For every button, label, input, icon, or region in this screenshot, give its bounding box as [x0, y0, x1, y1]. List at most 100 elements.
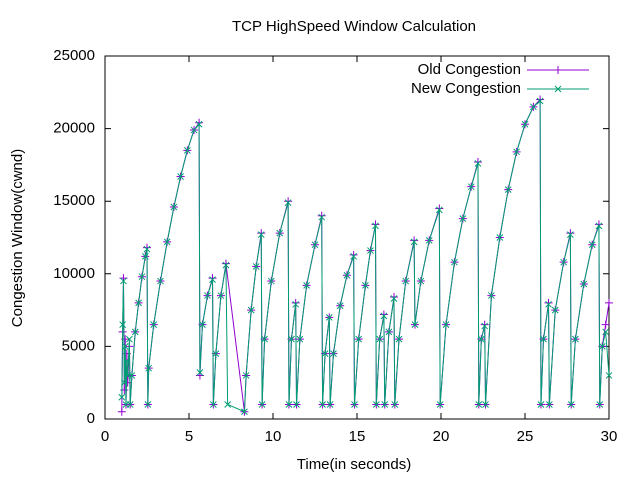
data-point [546, 401, 553, 408]
data-point [402, 277, 410, 285]
x-tick-label: 0 [101, 428, 109, 445]
data-point [199, 321, 206, 328]
data-point [425, 237, 433, 244]
x-axis-label: Time(in seconds) [297, 456, 411, 473]
data-point [545, 300, 552, 308]
data-point [252, 263, 260, 270]
data-point [325, 314, 333, 321]
data-point [513, 148, 520, 156]
data-point [551, 306, 559, 314]
data-point [474, 160, 482, 167]
data-point [530, 103, 537, 111]
y-tick-label: 10000 [53, 265, 95, 282]
data-point [170, 203, 178, 211]
data-point [144, 401, 152, 408]
data-point [303, 282, 310, 289]
data-point [119, 321, 126, 328]
data-point [326, 401, 334, 408]
data-point [395, 335, 403, 343]
data-point [435, 206, 443, 214]
y-tick-label: 5000 [62, 337, 95, 354]
data-point [477, 335, 485, 343]
x-tick-label: 10 [265, 428, 282, 445]
data-point [210, 401, 217, 408]
data-point [131, 328, 139, 336]
data-point [212, 350, 220, 358]
data-point [258, 401, 266, 408]
data-point [459, 215, 467, 222]
data-point [351, 401, 358, 408]
data-point [292, 300, 300, 308]
data-point [390, 295, 398, 302]
data-point [496, 234, 504, 241]
data-point [209, 276, 216, 283]
data-point [296, 335, 304, 343]
data-point [537, 401, 545, 408]
data-point [504, 186, 512, 193]
x-tick-label: 25 [517, 428, 534, 445]
data-point [143, 245, 151, 253]
data-point [481, 322, 489, 330]
y-tick-label: 15000 [53, 192, 95, 209]
y-tick-label: 0 [87, 410, 95, 427]
y-tick-label: 20000 [53, 120, 95, 137]
data-point [381, 401, 389, 408]
data-point [285, 401, 293, 408]
data-point [540, 335, 547, 343]
data-point [362, 282, 369, 289]
data-point [411, 321, 419, 328]
data-point [257, 231, 265, 238]
data-point [126, 335, 133, 343]
data-point [602, 328, 609, 336]
data-point [135, 299, 142, 307]
data-point [355, 335, 363, 343]
data-point [488, 292, 495, 299]
data-point [482, 401, 489, 408]
data-point [121, 343, 129, 350]
data-point [217, 292, 225, 299]
y-tick-label: 25000 [53, 47, 95, 64]
data-point [190, 126, 198, 134]
data-point [128, 372, 136, 379]
x-tick-label: 5 [185, 428, 193, 445]
data-point [318, 213, 326, 221]
x-tick-label: 20 [433, 428, 450, 445]
data-point [321, 350, 329, 358]
chart-title: TCP HighSpeed Window Calculation [232, 18, 476, 35]
data-point [247, 306, 255, 314]
data-point [536, 97, 544, 105]
data-point [343, 271, 351, 279]
data-point [436, 401, 444, 408]
x-tick-label: 30 [601, 428, 618, 445]
data-point [521, 120, 529, 128]
data-point [204, 292, 211, 299]
data-point [150, 321, 158, 328]
data-point [475, 401, 483, 408]
data-point [120, 379, 128, 387]
legend-label: Old Congestion [418, 61, 521, 78]
data-point [588, 241, 596, 249]
data-point [157, 277, 164, 285]
data-point [372, 222, 379, 230]
data-point [138, 273, 146, 281]
data-point [385, 328, 393, 336]
data-point [224, 401, 231, 408]
legend-label: New Congestion [411, 80, 521, 97]
data-point [195, 120, 203, 128]
y-axis-label: Congestion Window(cwnd) [9, 149, 26, 327]
data-point [598, 343, 606, 350]
data-point [241, 408, 248, 416]
data-point [242, 372, 250, 379]
data-point [560, 258, 567, 266]
data-point [410, 238, 418, 246]
data-point [417, 277, 425, 285]
data-point [451, 258, 458, 266]
data-point [376, 335, 384, 343]
data-point [567, 231, 574, 238]
data-point [567, 401, 575, 408]
data-point [442, 321, 450, 328]
data-point [372, 401, 380, 408]
legend-marker [554, 66, 562, 74]
